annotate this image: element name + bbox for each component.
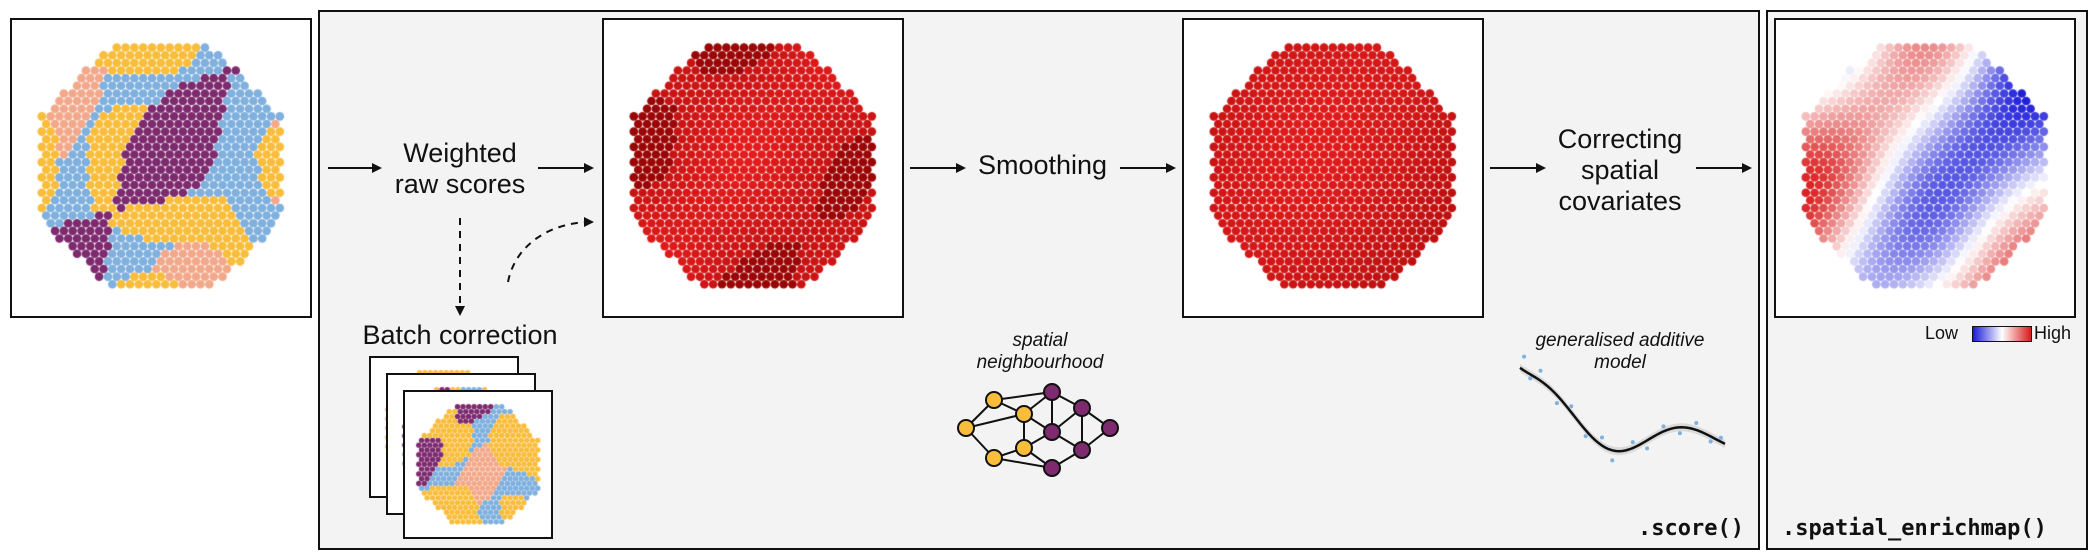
colorbar-gradient (1972, 326, 2032, 342)
gam-scatter-point (1528, 376, 1533, 381)
input-cluster-panel (10, 18, 312, 318)
score-function-label: .score() (1638, 516, 1744, 541)
graph-node (985, 449, 1003, 467)
gam-scatter-point (1694, 420, 1699, 425)
raw-score-spot-map (623, 38, 883, 298)
spatial-neighbourhood-caption: spatial neighbourhood (976, 330, 1104, 373)
gam-scatter-point (1630, 440, 1635, 445)
neighbourhood-graph (957, 383, 1119, 477)
graph-edge (993, 457, 1053, 469)
graph-edge (993, 391, 1053, 401)
graph-edge (965, 413, 1025, 429)
gam-scatter-point (1677, 431, 1682, 436)
colorbar-high-label: High (2034, 323, 2072, 343)
raw-score-map-frame (602, 18, 904, 318)
spatial-enrichmap-function-label: .spatial_enrichmap() (1782, 516, 2047, 541)
graph-node (1101, 419, 1119, 437)
cluster-spot-map (31, 38, 291, 298)
gam-scatter-point (1583, 434, 1588, 439)
graph-node (1073, 441, 1091, 459)
gam-scatter-point (1554, 401, 1559, 406)
graph-node (1043, 423, 1061, 441)
generalised-additive-model-caption: generalised additive model (1535, 330, 1705, 373)
batch-correction-label: Batch correction (362, 320, 558, 350)
correcting-spatial-covariates-label: Correcting spatial covariates (1557, 124, 1683, 216)
graph-node (1015, 439, 1033, 457)
graph-node (1073, 399, 1091, 417)
gam-scatter-point (1645, 446, 1650, 451)
gam-scatter-point (1600, 435, 1604, 440)
gam-scatter-point (1708, 439, 1713, 444)
smoothing-label: Smoothing (977, 150, 1108, 180)
smoothed-score-spot-map (1203, 38, 1463, 298)
gam-scatter-point (1538, 368, 1543, 373)
colorbar-low-label: Low (1925, 323, 1959, 343)
gam-curve-plot (1519, 354, 1726, 463)
gam-scatter-point (1661, 424, 1666, 429)
graph-node (985, 391, 1003, 409)
graph-node (1043, 383, 1061, 401)
batch-sample-map (414, 400, 544, 530)
smoothed-score-map-frame (1182, 18, 1484, 318)
batch-sample-front (403, 390, 553, 539)
enrichment-spot-map (1795, 38, 2055, 298)
dashed-arrow-batch-to-raw (507, 217, 594, 283)
gam-confidence-band (1520, 363, 1725, 456)
graph-node (1043, 459, 1061, 477)
graph-node (1015, 405, 1033, 423)
weighted-raw-scores-label: Weighted raw scores (394, 138, 526, 199)
gam-scatter-point (1522, 354, 1527, 359)
gam-scatter-point (1610, 458, 1615, 463)
gam-scatter-point (1569, 404, 1574, 409)
gam-scatter-point (1718, 435, 1723, 440)
score-pipeline-panel (318, 10, 1760, 550)
graph-node (957, 419, 975, 437)
enrichment-map-frame (1774, 18, 2076, 318)
gam-fit-line (1519, 366, 1726, 453)
